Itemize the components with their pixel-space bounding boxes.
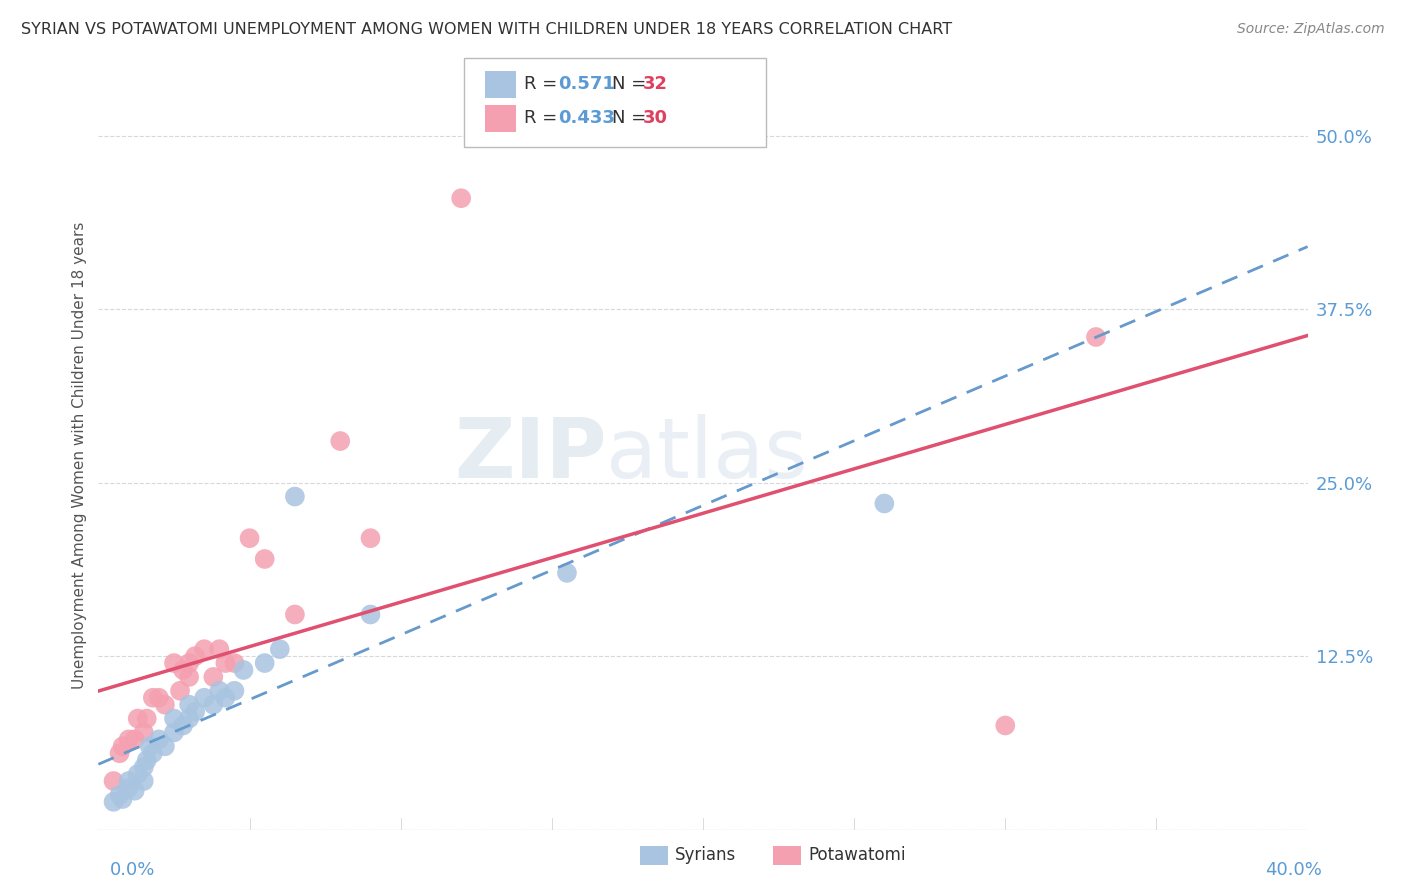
Point (253, 552, 276, 566)
Point (118, 780, 141, 795)
Point (232, 663, 254, 677)
Point (148, 732, 170, 747)
Point (202, 670, 225, 684)
Point (127, 712, 149, 726)
Point (184, 705, 207, 719)
Point (284, 490, 307, 504)
Text: N =: N = (612, 109, 651, 127)
Point (208, 683, 231, 698)
Point (184, 649, 207, 664)
Point (179, 712, 201, 726)
Text: Potawatomi: Potawatomi (808, 847, 905, 864)
Point (103, 795, 125, 809)
Point (132, 725, 155, 739)
Text: N =: N = (612, 75, 651, 93)
Text: ZIP: ZIP (454, 415, 606, 495)
Point (269, 642, 291, 657)
Y-axis label: Unemployment Among Women with Children Under 18 years: Unemployment Among Women with Children U… (72, 221, 87, 689)
Point (103, 774, 125, 789)
Point (163, 725, 186, 739)
Point (153, 739, 176, 754)
Point (142, 690, 165, 705)
Point (124, 732, 146, 747)
Point (169, 683, 191, 698)
Point (555, 566, 578, 580)
Point (214, 690, 236, 705)
Point (994, 718, 1017, 732)
Text: 30: 30 (643, 109, 668, 127)
Point (360, 607, 382, 622)
Point (873, 496, 896, 510)
Point (132, 774, 155, 789)
Point (193, 690, 215, 705)
Point (153, 698, 176, 712)
Text: 0.433: 0.433 (558, 109, 614, 127)
Point (163, 656, 186, 670)
Point (124, 783, 146, 797)
Point (135, 753, 157, 767)
Point (132, 760, 155, 774)
Point (148, 690, 170, 705)
Text: Syrians: Syrians (675, 847, 737, 864)
Point (108, 746, 131, 760)
Text: 0.571: 0.571 (558, 75, 614, 93)
Text: R =: R = (524, 109, 564, 127)
Point (202, 698, 225, 712)
Point (135, 712, 157, 726)
Text: SYRIAN VS POTAWATOMI UNEMPLOYMENT AMONG WOMEN WITH CHILDREN UNDER 18 YEARS CORRE: SYRIAN VS POTAWATOMI UNEMPLOYMENT AMONG … (21, 22, 952, 37)
Point (142, 746, 165, 760)
Point (360, 531, 382, 545)
Point (179, 670, 201, 684)
Point (208, 642, 231, 657)
Text: Source: ZipAtlas.com: Source: ZipAtlas.com (1237, 22, 1385, 37)
Point (172, 663, 194, 677)
Point (118, 774, 141, 789)
Text: 40.0%: 40.0% (1265, 861, 1322, 879)
Point (179, 656, 201, 670)
Point (450, 191, 472, 205)
Point (118, 732, 141, 747)
Point (253, 656, 276, 670)
Point (111, 739, 134, 754)
Text: atlas: atlas (606, 415, 808, 495)
Point (163, 712, 186, 726)
Point (179, 698, 201, 712)
Text: R =: R = (524, 75, 564, 93)
Text: 32: 32 (643, 75, 668, 93)
Point (224, 656, 246, 670)
Point (172, 718, 194, 732)
Point (111, 792, 134, 806)
Point (284, 607, 307, 622)
Point (239, 531, 262, 545)
Point (224, 683, 246, 698)
Point (127, 767, 149, 781)
Point (329, 434, 352, 448)
Point (214, 656, 236, 670)
Point (139, 739, 162, 754)
Point (1085, 330, 1108, 344)
Text: 0.0%: 0.0% (110, 861, 155, 879)
Point (108, 788, 131, 802)
Point (193, 642, 215, 657)
